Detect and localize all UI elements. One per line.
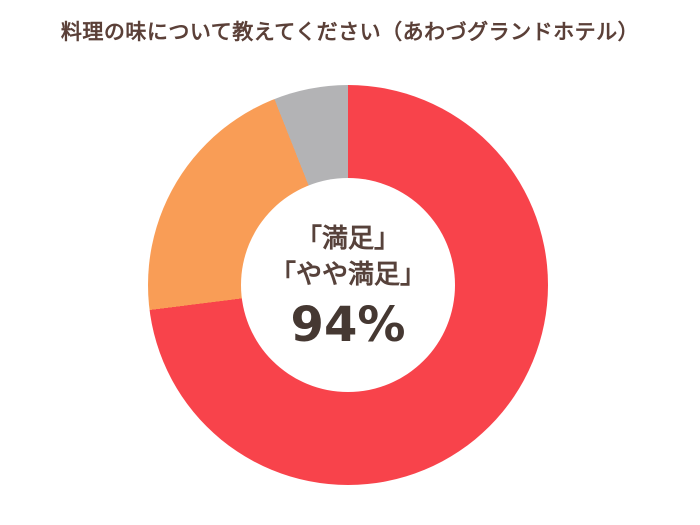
center-value: 94% — [290, 297, 406, 354]
chart-title: 料理の味について教えてください（あわづグランドホテル） — [60, 20, 640, 44]
donut-hole: 「満足」 「やや満足」 94% — [241, 178, 455, 392]
center-label-line1: 「満足」 — [295, 223, 400, 254]
center-label-line2: 「やや満足」 — [269, 260, 426, 290]
donut-chart: 「満足」 「やや満足」 94% — [148, 85, 548, 485]
